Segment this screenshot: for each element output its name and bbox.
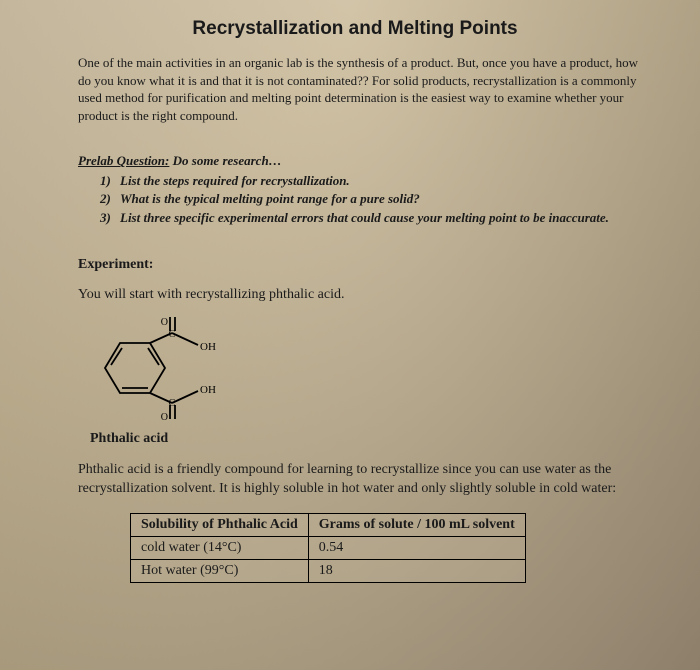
- table-cell: 0.54: [308, 536, 525, 559]
- table-cell: 18: [308, 559, 525, 582]
- prelab-item-text: List the steps required for recrystalliz…: [120, 173, 350, 188]
- table-row: cold water (14°C) 0.54: [131, 536, 526, 559]
- table-cell: cold water (14°C): [131, 536, 309, 559]
- experiment-label: Experiment:: [78, 257, 660, 273]
- molecule-diagram: O OH OH O C C: [90, 313, 660, 423]
- oxygen-label: O: [161, 317, 168, 328]
- prelab-item: 2)What is the typical melting point rang…: [100, 190, 660, 208]
- prelab-list: 1)List the steps required for recrystall…: [100, 172, 660, 227]
- description-paragraph: Phthalic acid is a friendly compound for…: [78, 461, 640, 499]
- molecule-label: Phthalic acid: [90, 431, 660, 447]
- hydroxyl-label: OH: [200, 384, 216, 396]
- oxygen-label: O: [161, 412, 168, 423]
- prelab-item-text: What is the typical melting point range …: [120, 191, 420, 206]
- prelab-item: 3)List three specific experimental error…: [100, 209, 660, 227]
- prelab-subtitle: Do some research…: [169, 153, 281, 168]
- carbon-label: C: [169, 398, 176, 409]
- hydroxyl-label: OH: [200, 341, 216, 353]
- prelab-item-text: List three specific experimental errors …: [120, 210, 609, 225]
- prelab-title: Prelab Question:: [78, 153, 169, 168]
- table-header-cell: Grams of solute / 100 mL solvent: [308, 513, 525, 536]
- table-header-row: Solubility of Phthalic Acid Grams of sol…: [131, 513, 526, 536]
- prelab-item: 1)List the steps required for recrystall…: [100, 172, 660, 190]
- table-cell: Hot water (99°C): [131, 559, 309, 582]
- solubility-table: Solubility of Phthalic Acid Grams of sol…: [130, 513, 526, 583]
- experiment-text: You will start with recrystallizing phth…: [78, 287, 660, 303]
- intro-paragraph: One of the main activities in an organic…: [78, 54, 640, 124]
- prelab-section: Prelab Question: Do some research… 1)Lis…: [78, 152, 660, 227]
- table-row: Hot water (99°C) 18: [131, 559, 526, 582]
- carbon-label: C: [169, 329, 176, 340]
- table-header-cell: Solubility of Phthalic Acid: [131, 513, 309, 536]
- page-title: Recrystallization and Melting Points: [50, 18, 660, 40]
